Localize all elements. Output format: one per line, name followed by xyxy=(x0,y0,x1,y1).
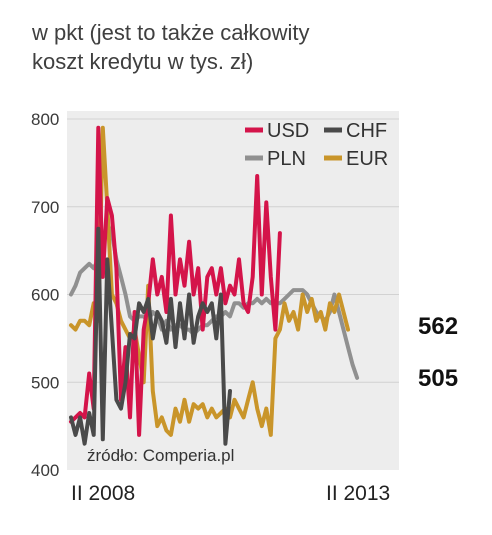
chart-title: w pkt (jest to także całkowity koszt kre… xyxy=(32,18,472,76)
y-tick-700: 700 xyxy=(31,198,59,217)
legend-label-eur: EUR xyxy=(346,148,388,170)
series-line-chf xyxy=(69,226,232,446)
legend: USD CHF PLN EUR xyxy=(245,120,388,170)
y-tick-500: 500 xyxy=(31,373,59,392)
chart-title-line-1: w pkt (jest to także całkowity xyxy=(32,20,310,45)
y-tick-400: 400 xyxy=(31,461,59,480)
end-label-pln: 505 xyxy=(418,365,458,392)
legend-label-usd: USD xyxy=(267,120,309,142)
chart-title-line-2: koszt kredytu w tys. zł) xyxy=(32,49,254,74)
x-axis-end-label: II 2013 xyxy=(326,482,390,505)
series-line-usd xyxy=(69,125,282,437)
legend-label-pln: PLN xyxy=(267,148,306,170)
end-label-eur: 562 xyxy=(418,313,458,340)
x-axis-start-label: II 2008 xyxy=(71,482,135,505)
source-note: źródło: Comperia.pl xyxy=(87,446,234,465)
y-axis-ticks: 400 500 600 700 800 xyxy=(31,110,59,480)
legend-label-chf: CHF xyxy=(346,120,387,142)
y-tick-800: 800 xyxy=(31,110,59,129)
y-tick-600: 600 xyxy=(31,286,59,305)
end-labels: 562 505 xyxy=(418,313,458,392)
series-lines xyxy=(69,125,360,446)
